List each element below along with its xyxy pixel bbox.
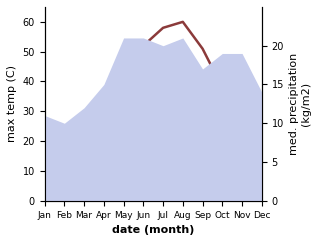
Y-axis label: med. precipitation
(kg/m2): med. precipitation (kg/m2)	[289, 53, 311, 155]
X-axis label: date (month): date (month)	[112, 225, 194, 235]
Y-axis label: max temp (C): max temp (C)	[7, 65, 17, 142]
